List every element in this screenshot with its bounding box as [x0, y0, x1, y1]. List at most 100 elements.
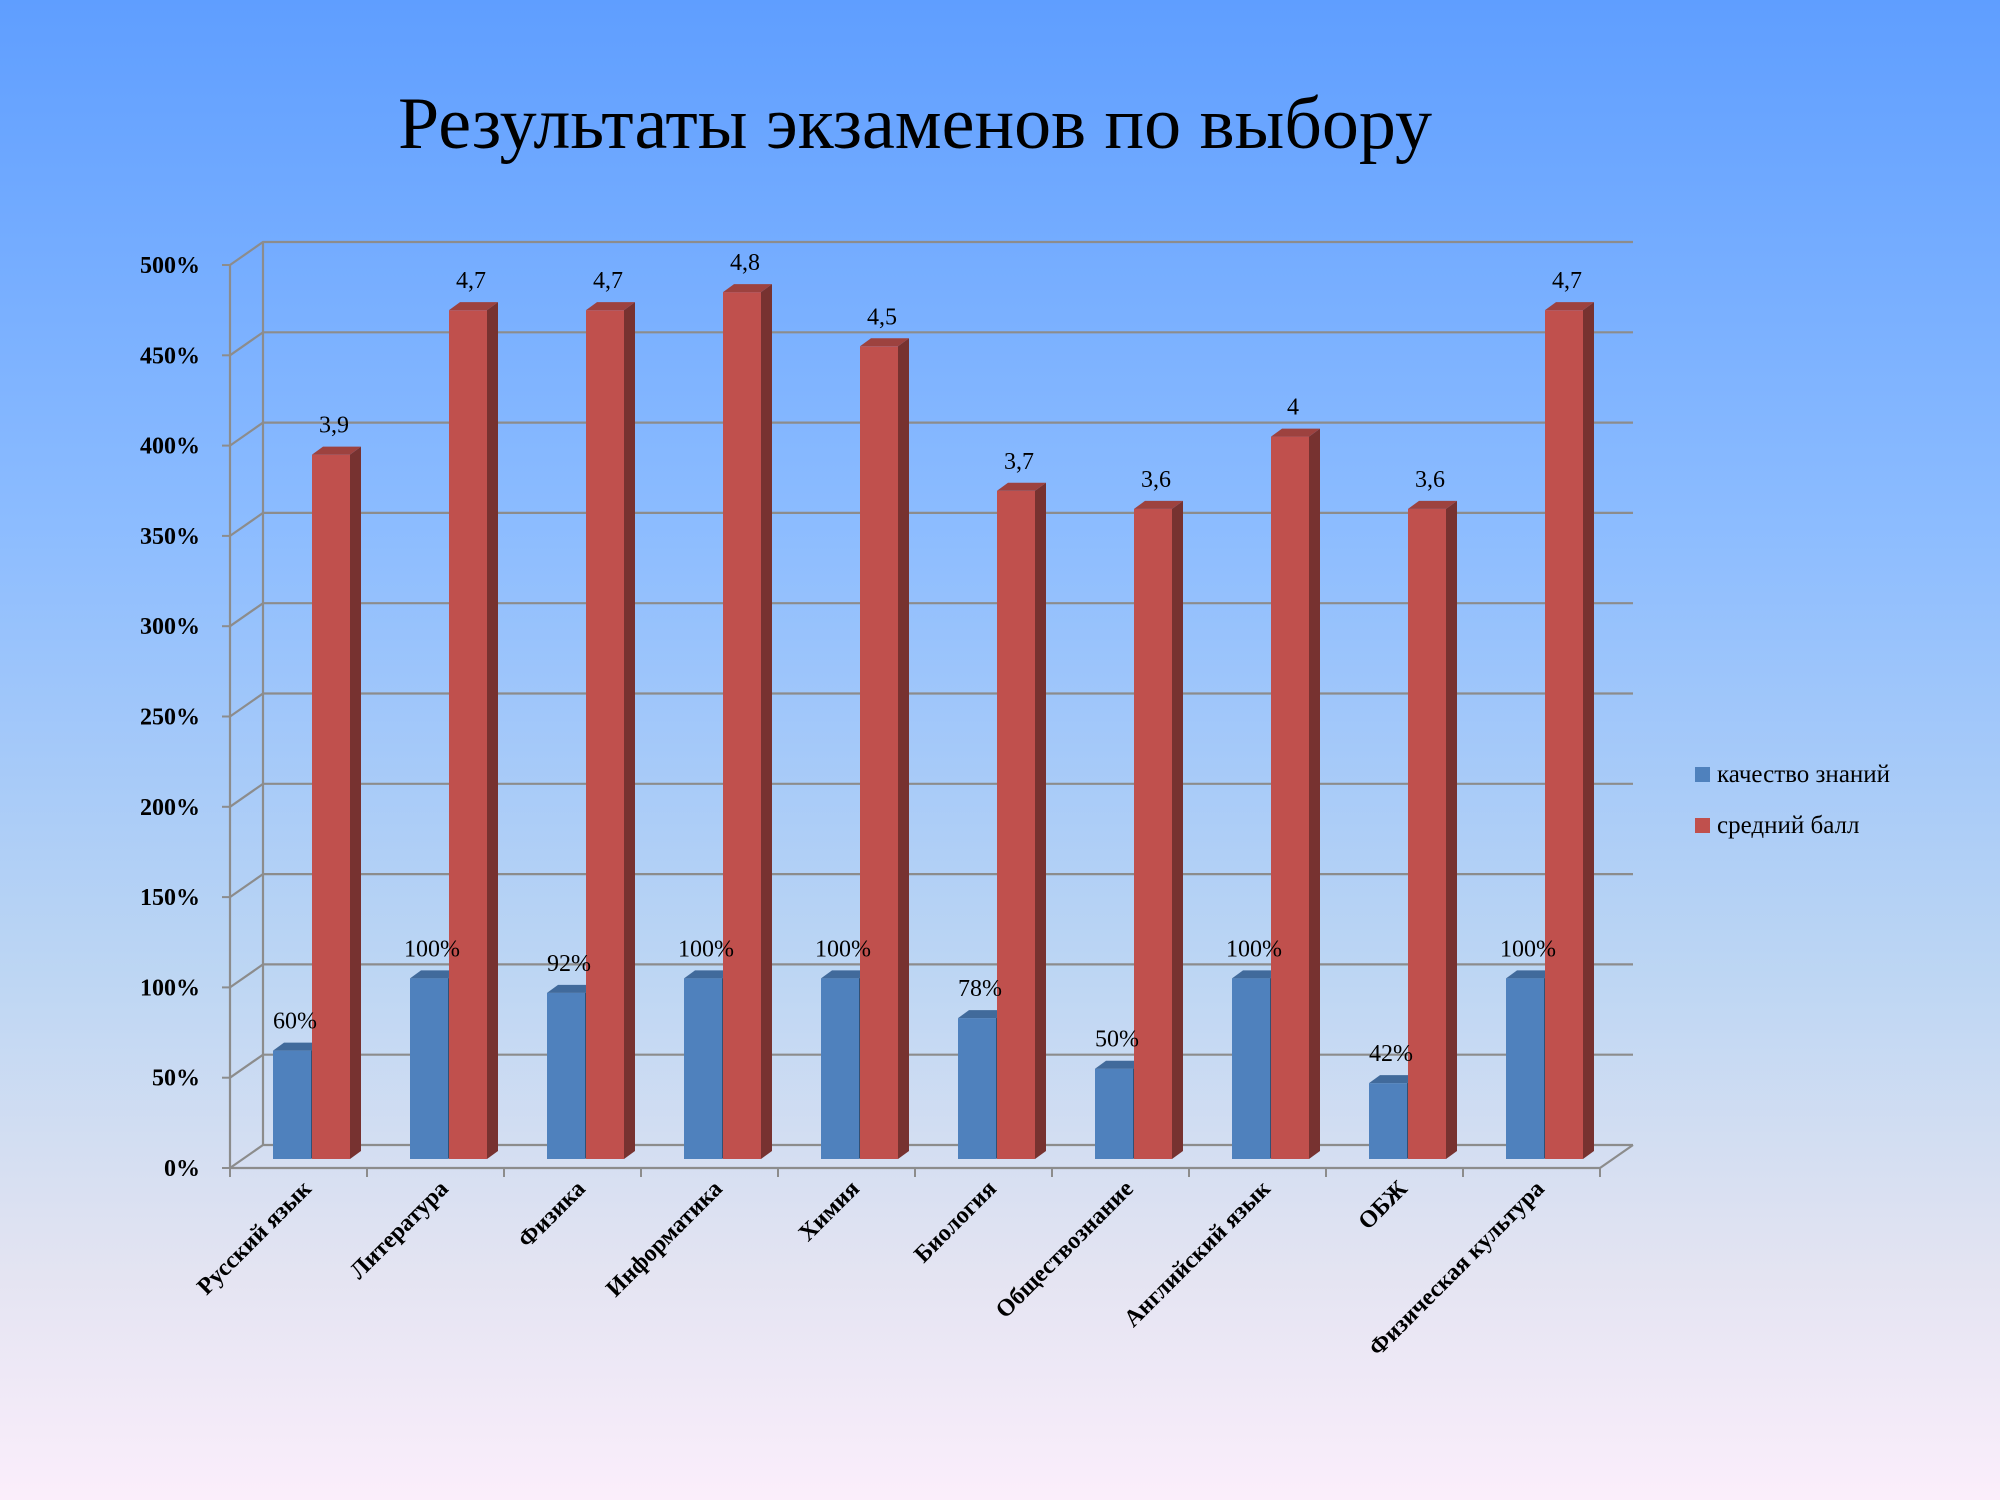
data-label: 100%: [678, 936, 734, 962]
bar-front: [1095, 1068, 1133, 1159]
bar-side: [1309, 428, 1320, 1160]
y-tick-label: 50%: [152, 1066, 200, 1092]
bar-top: [273, 1042, 322, 1051]
bar-front: [1271, 436, 1309, 1160]
bar-front: [1408, 508, 1446, 1160]
data-label: 4,8: [730, 250, 760, 276]
y-tick-label: 450%: [140, 343, 200, 369]
data-label: 100%: [1500, 936, 1556, 962]
chart-bars: [273, 284, 1594, 1160]
data-label: 50%: [1095, 1027, 1139, 1053]
bar-front: [312, 454, 350, 1159]
bar-front: [1545, 310, 1583, 1159]
data-labels: 60% 3,9 100% 4,7 92% 4,7 100% 4,8 100% 4,5 78% 3,7 5…: [273, 250, 1582, 1067]
data-label: 3,9: [319, 413, 349, 439]
chart-title: Результаты экзаменов по выбору: [398, 83, 1432, 165]
bar-front: [586, 310, 624, 1159]
legend-swatch: [1695, 767, 1710, 782]
y-tick-label: 400%: [140, 434, 200, 460]
y-axis-ticks: 0% 50% 100% 150% 200% 250% 300% 350% 400% 450% 500…: [140, 253, 200, 1182]
x-category-label: Русский язык: [192, 1176, 317, 1301]
bar-top: [586, 302, 635, 311]
bar-front: [997, 490, 1035, 1159]
bar-front: [860, 346, 898, 1159]
bar-top: [449, 302, 498, 311]
y-tick-label: 100%: [140, 975, 200, 1001]
bar-top: [958, 1010, 1007, 1019]
bar-front: [684, 978, 722, 1159]
y-tick-label: 150%: [140, 885, 200, 911]
bar-front: [1506, 978, 1544, 1159]
bar-top: [997, 482, 1046, 491]
bar-side: [1583, 302, 1594, 1159]
data-label: 78%: [958, 976, 1002, 1002]
legend: качество знаний средний балл: [1695, 761, 1890, 839]
data-label: 92%: [547, 951, 591, 977]
data-label: 4,5: [867, 304, 897, 330]
bar-top: [1408, 500, 1457, 509]
bar-top: [312, 446, 361, 455]
bar-top: [821, 970, 870, 979]
floor-edge: [1599, 1144, 1634, 1169]
x-category-label: Химия: [794, 1176, 865, 1247]
legend-label: средний балл: [1717, 812, 1859, 839]
bar-side: [487, 302, 498, 1159]
bar-top: [860, 338, 909, 347]
bar-front: [821, 978, 859, 1159]
x-category-label: Обществознание: [991, 1176, 1139, 1324]
bar-top: [410, 970, 459, 979]
bar-side: [624, 302, 635, 1159]
bar-side: [350, 446, 361, 1159]
x-category-label: Биология: [909, 1176, 1001, 1268]
bar-front: [1369, 1083, 1407, 1159]
x-category-label: Литература: [345, 1176, 454, 1285]
data-label: 100%: [815, 936, 871, 962]
data-label: 3,6: [1141, 467, 1171, 493]
data-label: 3,7: [1004, 449, 1034, 475]
bar-top: [1134, 500, 1183, 509]
bar-front: [410, 978, 448, 1159]
bar-front: [449, 310, 487, 1159]
bar-top: [723, 284, 772, 293]
legend-label: качество знаний: [1717, 761, 1890, 788]
bar-front: [1232, 978, 1270, 1159]
x-category-label: Физика: [513, 1176, 590, 1253]
data-label: 4: [1287, 395, 1299, 421]
data-label: 3,6: [1415, 467, 1445, 493]
y-tick-label: 350%: [140, 524, 200, 550]
x-category-label: Английский язык: [1119, 1176, 1276, 1333]
y-tick-label: 300%: [140, 614, 200, 640]
x-category-label: ОБЖ: [1354, 1176, 1413, 1235]
bar-top: [1369, 1075, 1418, 1084]
bar-side: [1446, 500, 1457, 1160]
bar-top: [1545, 302, 1594, 311]
data-label: 100%: [404, 936, 460, 962]
bar-top: [1271, 428, 1320, 437]
bar-front: [547, 992, 585, 1159]
legend-swatch: [1695, 818, 1710, 833]
bar-top: [1506, 970, 1555, 979]
y-tick-label: 0%: [164, 1156, 200, 1182]
bar-top: [547, 984, 596, 993]
data-label: 42%: [1369, 1041, 1413, 1067]
x-axis-categories: Русский язык Литература Физика Информатика Х…: [192, 1176, 1549, 1362]
bar-front: [273, 1050, 311, 1159]
data-label: 4,7: [593, 268, 623, 294]
bar-front: [723, 292, 761, 1159]
bar-side: [898, 338, 909, 1159]
gridline: [229, 331, 1633, 357]
data-label: 4,7: [1552, 268, 1582, 294]
bar-front: [958, 1018, 996, 1159]
y-tick-label: 500%: [140, 253, 200, 279]
bar-side: [1035, 482, 1046, 1159]
chart-axes: [222, 242, 1634, 1177]
bar-side: [761, 284, 772, 1159]
bar-top: [684, 970, 733, 979]
bar-top: [1095, 1060, 1144, 1069]
bar-side: [1172, 500, 1183, 1160]
data-label: 60%: [273, 1009, 317, 1035]
gridline: [229, 240, 1633, 266]
data-label: 4,7: [456, 268, 486, 294]
y-tick-label: 250%: [140, 705, 200, 731]
